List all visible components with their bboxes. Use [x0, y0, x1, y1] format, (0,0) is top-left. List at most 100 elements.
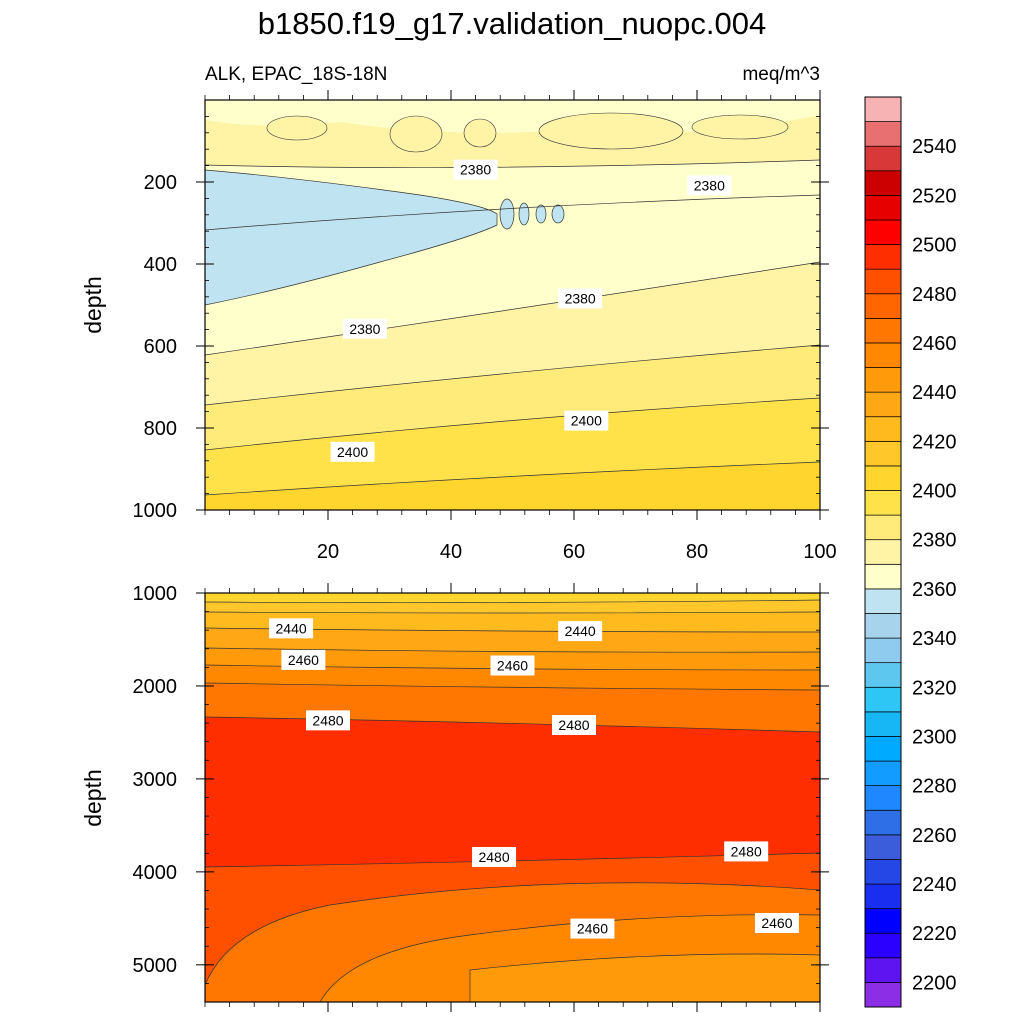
upper-ytick-label: 400: [144, 254, 177, 276]
upper-contour-label: 2400: [330, 441, 375, 462]
lower-contour-line: [204, 682, 821, 691]
colorbar-swatch: [864, 982, 902, 1008]
upper-band-2420: [205, 462, 820, 510]
colorbar-label: 2280: [912, 776, 957, 798]
upper-surface-cell: [538, 112, 684, 150]
lower-contour-label-text: 2480: [478, 849, 509, 865]
upper-xtick-label: 100: [803, 541, 836, 563]
colorbar-label: 2540: [912, 136, 957, 158]
upper-contour-label: 2380: [558, 288, 603, 309]
colorbar-label: 2440: [912, 382, 957, 404]
colorbar-swatch: [864, 883, 902, 909]
colorbar-frame: [864, 96, 902, 1008]
colorbar-swatch: [864, 736, 902, 762]
upper-frame: [204, 99, 821, 511]
colorbar-swatch: [864, 785, 902, 811]
upper-panel: 2380 2380 2380 2380 2400 2400 200 400 600 800 100…: [80, 90, 837, 563]
lower-band-2450-deep: [470, 954, 820, 1002]
lower-contour-label-box: [281, 649, 326, 670]
lower-ytick-label: 5000: [133, 955, 178, 977]
colorbar-swatch: [864, 908, 902, 934]
upper-contour-label: 2380: [687, 175, 732, 196]
colorbar-swatch: [864, 367, 902, 393]
colorbar-label: 2380: [912, 530, 957, 552]
colorbar-label: 2260: [912, 825, 957, 847]
upper-xtick-label: 40: [440, 541, 462, 563]
upper-xtick-label: 60: [563, 541, 585, 563]
upper-contour-line: [204, 344, 821, 406]
colorbar-swatch: [864, 711, 902, 737]
upper-contour-line: [204, 194, 821, 231]
upper-contour-label-text: 2380: [460, 162, 491, 178]
lower-ylabel: depth: [80, 769, 106, 827]
lower-contour-label: 2460: [754, 912, 799, 933]
lower-contour-label: 2460: [281, 649, 326, 670]
colorbar-label: 2240: [912, 874, 957, 896]
colorbar-swatch: [864, 539, 902, 565]
lower-contour-label-box: [490, 655, 535, 676]
colorbar-label: 2420: [912, 431, 957, 453]
colorbar-swatch: [864, 96, 902, 122]
colorbar-swatch: [864, 416, 902, 442]
colorbar-swatch: [864, 293, 902, 319]
upper-ytick-label: 1000: [133, 500, 178, 522]
lower-frame: [204, 592, 821, 1003]
colorbar-swatch: [864, 145, 902, 172]
colorbar-label: 2400: [912, 481, 957, 503]
colorbar-swatch: [864, 834, 902, 860]
colorbar-label: 2220: [912, 923, 957, 945]
lower-contour-line: [469, 953, 821, 1002]
upper-xtick-label: 20: [317, 541, 339, 563]
lower-contour-label-box: [552, 714, 596, 735]
upper-low-tongue: [204, 169, 498, 306]
colorbar-swatch: [864, 760, 902, 786]
colorbar-swatch: [864, 637, 902, 664]
colorbar-label: 2340: [912, 628, 957, 650]
lower-contour-label: 2480: [724, 841, 769, 862]
upper-ylabel: depth: [80, 276, 106, 334]
lower-contour-label-box: [724, 841, 769, 862]
lower-contour-label-text: 2460: [577, 921, 608, 937]
lower-ytick-label: 2000: [133, 676, 178, 698]
colorbar-label: 2480: [912, 284, 957, 306]
lower-contour-label: 2480: [552, 714, 596, 735]
lower-ytick-label: 4000: [133, 862, 178, 884]
lower-contour-label-text: 2460: [497, 658, 528, 674]
colorbar: 2200 2220 2240 2260 2280 2300 2320 2340 2360 2380…: [864, 96, 957, 1008]
upper-contour-labels: 2380 2380 2380 2380 2400 2400: [330, 159, 732, 462]
upper-contour-label-box: [330, 441, 375, 462]
lower-contour-label: 2440: [269, 618, 314, 639]
upper-contour-label-text: 2400: [571, 413, 602, 429]
colorbar-swatch: [864, 268, 902, 295]
lower-contour-label-text: 2440: [565, 623, 596, 639]
lower-contour-line: [204, 647, 821, 653]
upper-ytick-label: 200: [144, 172, 177, 194]
upper-contour-line: [204, 261, 821, 356]
upper-surface-cell: [691, 114, 789, 140]
colorbar-swatch: [864, 662, 902, 688]
colorbar-label: 2500: [912, 235, 957, 257]
colorbar-swatch: [864, 318, 902, 344]
lower-axes: 1000 2000 3000 4000 5000: [133, 583, 829, 1012]
figure-title: b1850.f19_g17.validation_nuopc.004: [258, 6, 767, 41]
colorbar-swatch: [864, 563, 902, 590]
upper-ytick-label: 600: [144, 336, 177, 358]
lower-contour-label-text: 2480: [312, 712, 343, 728]
lower-contour-label-box: [472, 846, 517, 867]
upper-contour-label-text: 2380: [694, 177, 725, 193]
upper-contour-label-box: [687, 175, 732, 196]
upper-surface-cell: [463, 118, 497, 148]
colorbar-label: 2200: [912, 972, 957, 994]
lower-contour-label: 2460: [490, 655, 535, 676]
lower-contour-label-text: 2480: [731, 843, 762, 859]
colorbar-swatch: [864, 391, 902, 418]
colorbar-swatch: [864, 244, 902, 270]
colorbar-swatch: [864, 514, 902, 541]
lower-panel: 2440 2440 2460 2460 2480 2480 2480 2480 2460 2460…: [80, 583, 829, 1012]
colorbar-label: 2360: [912, 579, 957, 601]
colorbar-swatch: [864, 195, 902, 221]
lower-contour-label-box: [306, 710, 350, 731]
upper-xtick-label: 80: [686, 541, 708, 563]
variable-label: ALK, EPAC_18S-18N: [205, 64, 387, 85]
